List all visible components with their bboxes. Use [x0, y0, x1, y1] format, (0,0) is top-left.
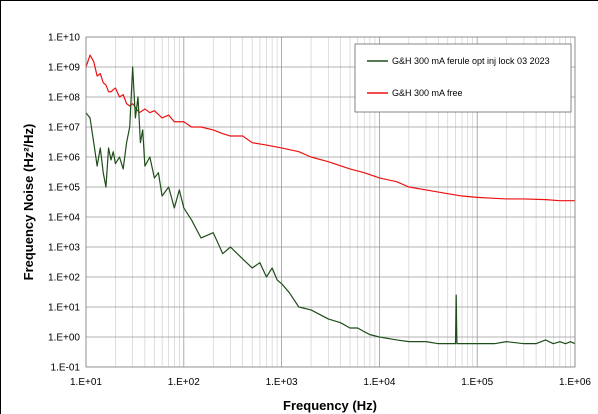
y-tick-label: 1.E+03 [48, 243, 80, 254]
series-layer [85, 54, 576, 345]
legend: G&H 300 mA ferule opt inj lock 03 2023 G… [354, 43, 572, 113]
x-tick-label: 1.E+02 [168, 377, 200, 388]
y-tick-labels: 1.E-01 1.E+00 1.E+01 1.E+02 1.E+03 1.E+04 1.E+… [48, 33, 80, 374]
x-tick-label: 1.E+05 [461, 377, 493, 388]
y-tick-label: 1.E+00 [48, 333, 80, 344]
y-tick-label: 1.E+01 [48, 303, 80, 314]
y-tick-label: 1.E+04 [48, 213, 80, 224]
y-axis-title: Frequency Noise (Hz²/Hz) [21, 124, 36, 281]
x-tick-labels: 1.E+01 1.E+02 1.E+03 1.E+04 1.E+05 1.E+06 [70, 377, 591, 388]
legend-label-series-1: G&H 300 mA ferule opt inj lock 03 2023 [392, 56, 550, 66]
y-tick-label: 1.E+08 [48, 93, 80, 104]
y-tick-label: 1.E+10 [48, 33, 80, 44]
x-tick-label: 1.E+04 [363, 377, 395, 388]
y-tick-label: 1.E+06 [48, 153, 80, 164]
y-tick-label: 1.E-01 [51, 363, 81, 374]
x-axis-title: Frequency (Hz) [283, 398, 377, 413]
x-tick-label: 1.E+01 [70, 377, 102, 388]
y-tick-label: 1.E+05 [48, 183, 80, 194]
legend-box [354, 43, 572, 113]
series-line-2 [85, 54, 575, 202]
plot-border [85, 36, 576, 368]
series-line-1 [85, 66, 576, 345]
x-tick-label: 1.E+03 [266, 377, 298, 388]
x-tick-label: 1.E+06 [559, 377, 591, 388]
y-tick-label: 1.E+07 [48, 123, 80, 134]
y-tick-label: 1.E+02 [48, 273, 80, 284]
legend-label-series-2: G&H 300 mA free [392, 88, 463, 98]
y-tick-label: 1.E+09 [48, 63, 80, 74]
